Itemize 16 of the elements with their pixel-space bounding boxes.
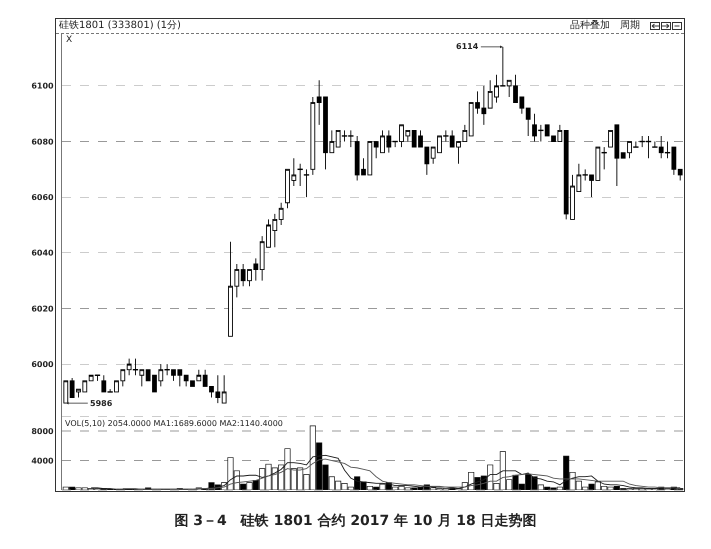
y-tick-label: 6000 [31, 360, 54, 369]
chart-title: 硅铁1801 (333801) (1分) [59, 19, 181, 33]
y-tick-label: 6040 [31, 248, 54, 258]
annotation: X [66, 35, 72, 45]
text: 周期 [620, 19, 640, 33]
text: 品种叠加 [570, 19, 610, 33]
y-tick-label: 4000 [31, 456, 54, 466]
y-tick-label: 6080 [31, 137, 54, 146]
caption: 图 3－4 硅铁 1801 合约 2017 年 10 月 18 日走势图 [173, 512, 538, 530]
annotation: 6114 [456, 42, 479, 51]
y-tick-label: 6020 [31, 304, 54, 314]
y-tick-label: 8000 [31, 426, 54, 436]
chart-title: VOL(5,10) 2054.0000 MA1:1689.6000 MA2:1140.4000 [65, 419, 283, 428]
y-tick-label: 6060 [31, 192, 54, 202]
annotation: 5986 [90, 399, 113, 408]
y-tick-label: 6100 [31, 82, 54, 91]
